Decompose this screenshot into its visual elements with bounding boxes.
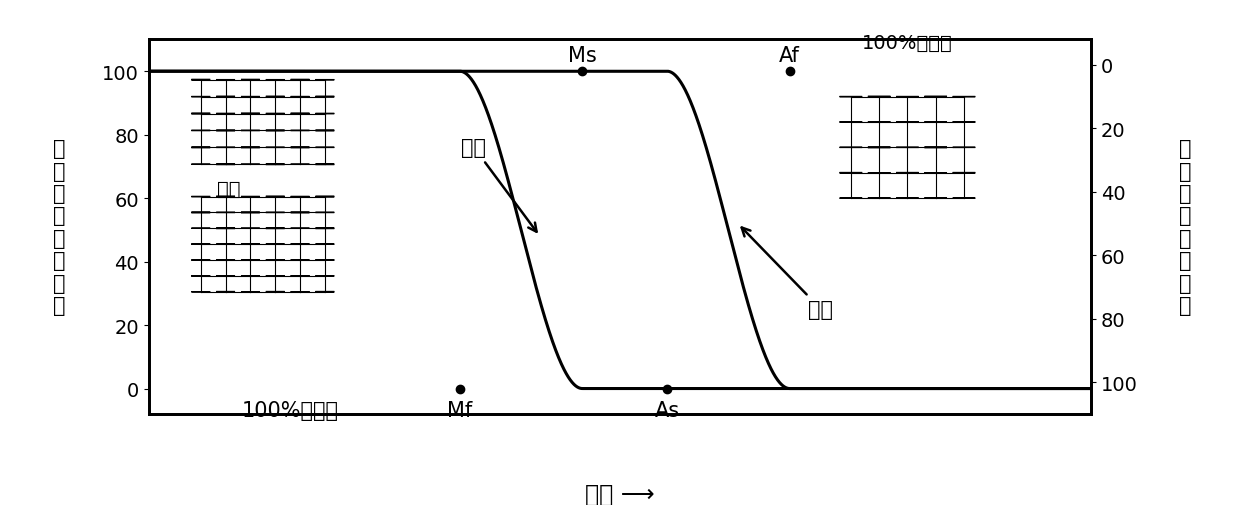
Text: 冷却: 冷却: [461, 138, 537, 232]
Text: Ms: Ms: [568, 46, 596, 66]
Text: 温度 ⟶: 温度 ⟶: [585, 481, 655, 505]
Text: 100%奥氏体: 100%奥氏体: [862, 34, 952, 53]
Text: 加热: 加热: [742, 228, 833, 320]
Text: 马
氏
体
含
量
百
分
数: 马 氏 体 含 量 百 分 数: [53, 139, 66, 316]
Text: 100%马氏体: 100%马氏体: [242, 400, 339, 420]
Text: 变形: 变形: [217, 180, 241, 198]
Text: Mf: Mf: [448, 400, 472, 420]
Text: 奥
氏
体
含
量
百
分
数: 奥 氏 体 含 量 百 分 数: [1179, 139, 1192, 316]
Text: Af: Af: [779, 46, 800, 66]
Text: As: As: [655, 400, 680, 420]
